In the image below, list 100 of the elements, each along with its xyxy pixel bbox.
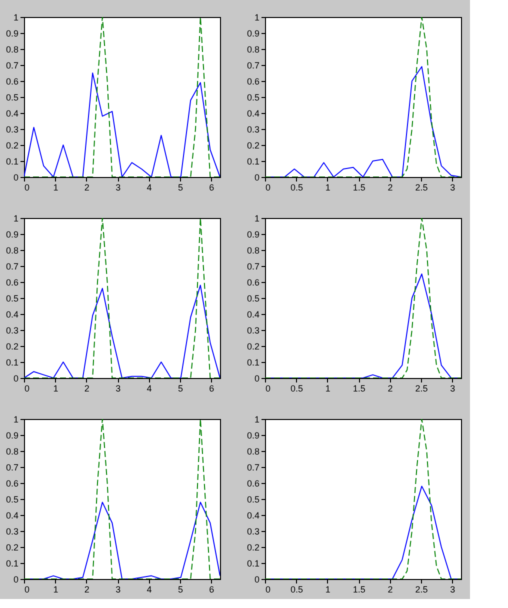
y-tick-label: 0.8: [246, 446, 260, 456]
y-tick-label: 0.1: [6, 358, 18, 368]
x-tick-label: 0: [24, 584, 30, 594]
x-tick-label: 3: [116, 182, 121, 192]
y-tick-label: 0: [254, 374, 260, 384]
y-tick-label: 0.3: [246, 326, 260, 336]
x-tick-label: 0: [24, 182, 30, 192]
y-tick-label: 0.1: [246, 358, 260, 368]
x-tick-label: 4: [146, 384, 152, 394]
y-tick-label: 1: [254, 12, 260, 22]
x-tick-label: 1: [53, 584, 58, 594]
x-tick-label: 5: [178, 584, 183, 594]
x-tick-label: 0.5: [290, 384, 303, 394]
line-series: [24, 72, 220, 177]
y-tick-label: 0.8: [6, 44, 18, 54]
y-tick-label: 1: [13, 414, 18, 424]
y-tick-label: 1: [13, 214, 18, 224]
y-tick-label: 0.9: [246, 430, 260, 440]
x-tick-label: 0: [266, 182, 271, 192]
y-tick-label: 0.2: [6, 342, 18, 352]
y-tick-label: 0.3: [6, 326, 18, 336]
y-tick-label: 0.2: [6, 542, 18, 552]
x-tick-label: 1: [325, 584, 330, 594]
y-tick-label: 0.9: [246, 230, 260, 240]
y-tick-label: 0.5: [6, 494, 18, 504]
x-tick-label: 0.5: [290, 584, 303, 594]
x-tick-label: 1.5: [352, 182, 366, 192]
x-tick-label: 2: [84, 182, 90, 192]
x-tick-label: 1: [53, 384, 58, 394]
x-tick-label: 4: [146, 584, 152, 594]
y-tick-label: 0.6: [246, 478, 260, 488]
x-tick-label: 3: [450, 182, 456, 192]
y-tick-label: 0.8: [6, 246, 18, 256]
x-tick-label: 6: [209, 584, 214, 594]
y-tick-label: 0.2: [6, 140, 18, 150]
x-tick-label: 2.5: [415, 182, 428, 192]
y-tick-label: 0.8: [246, 246, 260, 256]
x-tick-label: 0.5: [290, 182, 303, 192]
x-tick-label: 2.5: [415, 384, 428, 394]
y-tick-label: 0.2: [246, 542, 260, 552]
y-tick-label: 0.4: [246, 310, 260, 320]
y-tick-label: 0: [13, 172, 18, 182]
y-tick-label: 0.7: [6, 262, 18, 272]
y-tick-label: 0.5: [6, 294, 18, 304]
x-tick-label: 5: [178, 384, 183, 394]
x-tick-label: 2: [388, 584, 393, 594]
y-tick-label: 0.1: [6, 156, 18, 166]
y-tick-label: 0.4: [6, 510, 18, 520]
y-tick-label: 0.6: [6, 478, 18, 488]
x-tick-label: 1.5: [352, 584, 366, 594]
y-tick-label: 0.7: [246, 462, 260, 472]
x-tick-label: 1.5: [352, 384, 366, 394]
y-tick-label: 0.6: [246, 278, 260, 288]
x-tick-label: 2: [388, 182, 393, 192]
x-tick-label: 3: [450, 584, 456, 594]
y-tick-label: 0.9: [6, 430, 18, 440]
y-tick-label: 0.7: [6, 462, 18, 472]
y-tick-label: 0.6: [246, 76, 260, 86]
y-tick-label: 0.3: [246, 124, 260, 134]
y-tick-label: 0: [13, 574, 18, 584]
y-tick-label: 1: [254, 214, 260, 224]
x-tick-label: 2: [388, 384, 393, 394]
y-tick-label: 1: [254, 414, 260, 424]
x-tick-label: 2: [84, 584, 90, 594]
y-tick-label: 0.1: [246, 558, 260, 568]
y-tick-label: 0: [254, 172, 260, 182]
y-tick-label: 0.5: [246, 494, 260, 504]
x-tick-label: 4: [146, 182, 152, 192]
x-tick-label: 3: [450, 384, 456, 394]
y-tick-label: 0.7: [6, 60, 18, 70]
x-tick-label: 1: [53, 182, 58, 192]
y-tick-label: 0.3: [246, 526, 260, 536]
y-tick-label: 0.4: [6, 108, 18, 118]
y-tick-label: 0: [13, 374, 18, 384]
y-tick-label: 0.8: [246, 44, 260, 54]
x-tick-label: 5: [178, 182, 183, 192]
y-tick-label: 0.8: [6, 446, 18, 456]
y-tick-label: 0.5: [246, 92, 260, 102]
y-tick-label: 0.9: [6, 230, 18, 240]
y-tick-label: 0.4: [246, 510, 260, 520]
y-tick-label: 0.3: [6, 526, 18, 536]
x-tick-label: 3: [116, 384, 121, 394]
x-tick-label: 3: [116, 584, 121, 594]
y-tick-label: 0.5: [246, 294, 260, 304]
x-tick-label: 0: [266, 584, 271, 594]
y-tick-label: 0.2: [246, 140, 260, 150]
x-tick-label: 6: [209, 182, 214, 192]
y-tick-label: 0.5: [6, 92, 18, 102]
y-tick-label: 0.9: [246, 28, 260, 38]
y-tick-label: 0.3: [6, 124, 18, 134]
y-tick-label: 0.1: [246, 156, 260, 166]
line-series: [24, 284, 220, 378]
y-tick-label: 0.1: [6, 558, 18, 568]
y-tick-label: 0.4: [6, 310, 18, 320]
y-tick-label: 0.7: [246, 262, 260, 272]
x-tick-label: 2.5: [415, 584, 428, 594]
y-tick-label: 1: [13, 12, 18, 22]
y-tick-label: 0.9: [6, 28, 18, 38]
y-tick-label: 0.4: [246, 108, 260, 118]
x-tick-label: 2: [84, 384, 90, 394]
